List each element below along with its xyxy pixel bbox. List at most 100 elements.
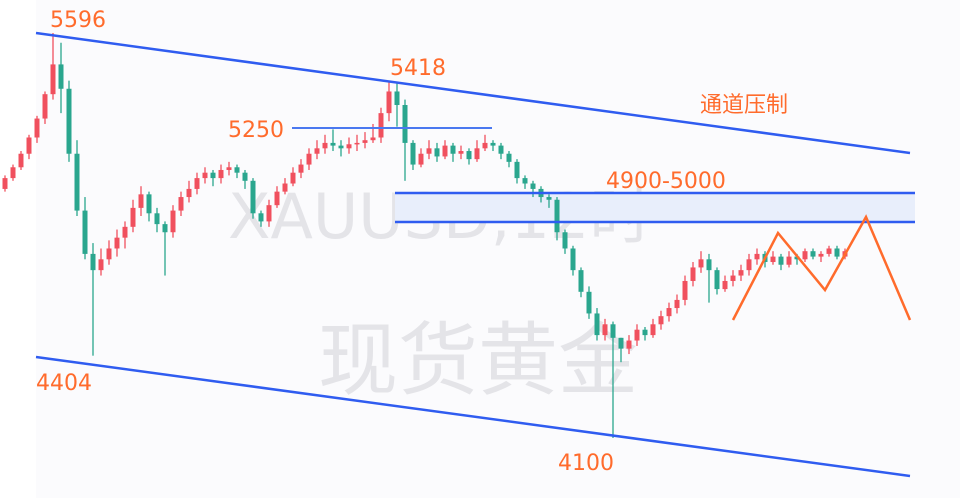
- candle-body: [122, 226, 128, 238]
- candle-body: [306, 153, 312, 165]
- candle-body: [666, 308, 672, 317]
- candle-body: [154, 213, 160, 225]
- candle: [274, 186, 280, 208]
- candle: [682, 275, 688, 306]
- candle-body: [530, 183, 536, 189]
- candle-body: [66, 88, 72, 154]
- candle-body: [130, 207, 136, 227]
- candle-body: [322, 142, 328, 149]
- candle: [226, 161, 232, 176]
- candle-body: [786, 256, 792, 265]
- candle: [706, 253, 712, 303]
- candle-body: [426, 148, 432, 154]
- candle-body: [378, 113, 384, 138]
- candle-body: [674, 299, 680, 309]
- candle: [594, 308, 600, 341]
- candle: [426, 140, 432, 160]
- candle: [250, 178, 256, 219]
- candle-body: [114, 237, 120, 249]
- candle: [810, 248, 816, 260]
- candle-body: [2, 178, 8, 189]
- label-5596: 5596: [50, 8, 106, 33]
- candle: [530, 180, 536, 198]
- candle: [410, 140, 416, 170]
- label-4404: 4404: [36, 371, 92, 396]
- candle-body: [570, 248, 576, 271]
- candle: [754, 248, 760, 265]
- candle: [354, 134, 360, 152]
- candle-body: [106, 248, 112, 260]
- candle: [122, 221, 128, 249]
- candle: [114, 229, 120, 257]
- candle: [562, 229, 568, 254]
- candle: [154, 207, 160, 233]
- candle: [826, 245, 832, 257]
- candle-body: [802, 251, 808, 260]
- candle: [2, 175, 8, 192]
- candle-body: [642, 329, 648, 336]
- candle: [290, 167, 296, 187]
- candle-body: [10, 167, 16, 179]
- candle: [234, 164, 240, 179]
- candle-body: [722, 280, 728, 290]
- candle: [378, 107, 384, 143]
- candle-body: [754, 253, 760, 260]
- zone-4900-5000: [395, 193, 915, 222]
- candle: [586, 286, 592, 319]
- candle-body: [826, 248, 832, 254]
- candle: [658, 310, 664, 330]
- candle-body: [482, 142, 488, 149]
- candle-body: [202, 172, 208, 179]
- candle: [298, 159, 304, 179]
- candle: [162, 221, 168, 276]
- channel-upper-line: [35, 31, 911, 155]
- candle-body: [26, 137, 32, 154]
- candle-body: [330, 142, 336, 146]
- candle-body: [458, 151, 464, 154]
- candle: [578, 267, 584, 298]
- candle: [282, 178, 288, 195]
- candle-body: [298, 164, 304, 173]
- candle-body: [450, 145, 456, 154]
- candle: [170, 205, 176, 238]
- plot-area: [36, 0, 960, 498]
- candle: [834, 245, 840, 260]
- candle: [146, 191, 152, 222]
- candle-body: [610, 324, 616, 338]
- candle: [674, 294, 680, 314]
- candle: [818, 251, 824, 263]
- candle: [570, 245, 576, 276]
- candle-body: [634, 329, 640, 341]
- candle-body: [266, 205, 272, 222]
- candle-body: [498, 145, 504, 154]
- candle-body: [338, 145, 344, 149]
- candle-body: [618, 337, 624, 349]
- candle-body: [650, 324, 656, 336]
- candle: [650, 318, 656, 338]
- candle-body: [50, 64, 56, 95]
- candle-body: [314, 148, 320, 154]
- candle-body: [546, 197, 552, 200]
- candle: [266, 199, 272, 227]
- candle: [66, 80, 72, 162]
- candle: [402, 99, 408, 181]
- candle-body: [578, 270, 584, 292]
- candle: [50, 33, 56, 100]
- candle-body: [594, 313, 600, 336]
- candle-body: [74, 153, 80, 211]
- candle: [666, 302, 672, 322]
- candle-body: [58, 64, 64, 89]
- candle: [330, 129, 336, 152]
- candle-body: [82, 210, 88, 254]
- candle: [738, 264, 744, 281]
- candle: [346, 137, 352, 154]
- candle: [474, 140, 480, 162]
- candle: [82, 197, 88, 260]
- candle: [770, 251, 776, 265]
- candle-body: [34, 118, 40, 138]
- candle: [194, 172, 200, 195]
- candle: [338, 140, 344, 157]
- candle: [450, 142, 456, 162]
- candle-body: [346, 144, 352, 149]
